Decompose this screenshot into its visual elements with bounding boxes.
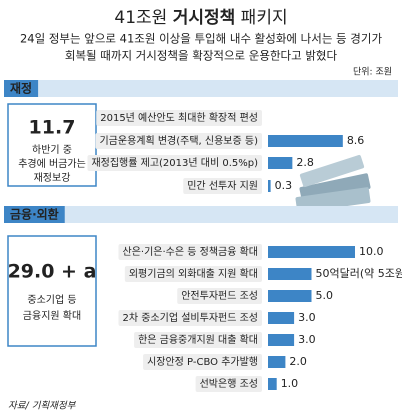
section-title: 재정 xyxy=(10,81,32,96)
item-label: 기금운용계획 변경(주택, 신용보증 등) xyxy=(99,134,258,147)
bar xyxy=(268,246,355,258)
summary-value: 11.7 xyxy=(29,117,76,139)
summary-text: 추경에 버금가는 xyxy=(18,157,86,170)
summary-box xyxy=(7,235,97,347)
bar xyxy=(268,290,312,302)
item-label-bg xyxy=(87,155,262,171)
item-label-bg xyxy=(96,110,262,126)
item-label-bg xyxy=(183,178,262,194)
item-label: 안전투자펀드 조성 xyxy=(181,290,258,302)
section-title-bg xyxy=(4,206,65,223)
value-label: 3.0 xyxy=(298,333,316,346)
value-label: 8.6 xyxy=(347,134,365,147)
bar xyxy=(268,312,295,324)
value-label: 1.0 xyxy=(281,377,299,390)
section-title: 금융·외환 xyxy=(10,207,59,222)
value-label: 50억달러(약 5조원) xyxy=(316,266,402,280)
summary-value: 29.0 + a xyxy=(8,261,97,283)
title-bold: 거시정책 xyxy=(173,8,236,28)
item-label-bg xyxy=(95,133,262,149)
item-label: 2차 중소기업 설비투자펀드 조성 xyxy=(123,311,259,324)
value-label: 3.0 xyxy=(298,311,316,324)
value-label: 5.0 xyxy=(316,289,334,302)
summary-text: 금융지원 확대 xyxy=(23,310,81,322)
value-label: 0.3 xyxy=(275,179,293,192)
source: 자료/ 기획재정부 xyxy=(8,401,77,412)
bar xyxy=(268,157,293,169)
summary-text: 재정보강 xyxy=(34,172,71,184)
bar xyxy=(268,378,277,390)
bar xyxy=(268,356,286,368)
bar xyxy=(268,334,295,346)
item-label: 재정집행률 제고(2013년 대비 0.5%p) xyxy=(91,157,258,169)
item-label: 민간 선투자 지원 xyxy=(187,180,258,192)
unit: 단위: 조원 xyxy=(353,67,392,78)
item-label-bg xyxy=(124,266,262,282)
item-label: 한은 금융중개지원 대출 확대 xyxy=(138,334,258,346)
section-band xyxy=(4,80,398,97)
value-label: 2.8 xyxy=(296,156,314,169)
title: 41조원 거시정책 패키지 xyxy=(114,8,287,28)
item-label-bg xyxy=(134,332,262,348)
item-label: 외평기금의 외화대출 지원 확대 xyxy=(129,268,258,280)
item-label: 선박은행 조성 xyxy=(200,378,258,390)
section-title-bg xyxy=(4,80,39,97)
value-label: 2.0 xyxy=(289,355,307,368)
item-label-bg xyxy=(177,288,262,304)
item-label: 산은·기은·수은 등 정책금융 확대 xyxy=(123,246,259,258)
item-label: 2015년 예산안도 최대한 확장적 편성 xyxy=(100,112,258,124)
section-band xyxy=(4,206,398,223)
item-label-bg xyxy=(143,354,262,370)
item-label: 시장안정 P-CBO 추가발행 xyxy=(147,356,258,368)
subtitle-line: 회복될 때까지 거시정책을 확장적으로 운용한다고 밝혔다 xyxy=(65,49,338,63)
title-part: 41조원 xyxy=(114,8,172,28)
summary-text: 중소기업 등 xyxy=(27,293,76,306)
item-label-bg xyxy=(195,376,262,392)
summary-text: 하반기 중 xyxy=(32,143,72,156)
bar xyxy=(268,268,312,280)
item-label-bg xyxy=(118,244,262,260)
subtitle-line: 24일 정부는 앞으로 41조원 이상을 투입해 내수 활성화에 나서는 등 경… xyxy=(20,32,382,46)
bar xyxy=(268,135,343,147)
bar xyxy=(268,180,271,192)
value-label: 10.0 xyxy=(359,245,384,258)
item-label-bg xyxy=(118,310,262,326)
title-part: 패키지 xyxy=(235,8,287,28)
